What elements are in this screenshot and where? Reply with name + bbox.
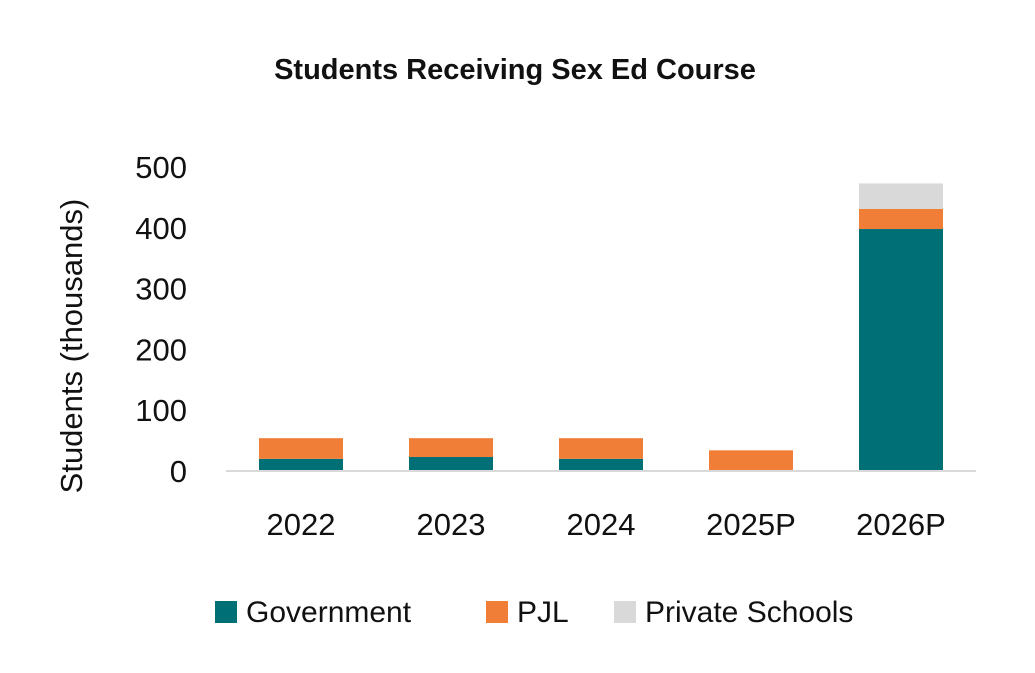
x-axis-ticks: 2022 2023 2024 2025P 2026P [267,507,946,542]
x-tick-label: 2026P [856,507,946,542]
bars [259,183,943,471]
legend-swatch-government [215,601,237,623]
bar-government-2024 [559,458,643,471]
legend-label-private-schools: Private Schools [645,596,853,629]
bar-pjl-2023 [409,438,493,458]
bar-pjl-2025p [709,450,793,471]
bar-pjl-2024 [559,438,643,459]
bar-government-2026p [859,229,943,471]
legend-swatch-pjl [486,601,508,623]
bar-government-2023 [409,457,493,471]
y-axis-title: Students (thousands) [54,199,89,494]
y-tick-label: 500 [135,150,187,185]
bar-private-schools-2026p [859,183,943,209]
legend-label-pjl: PJL [517,596,569,629]
x-tick-label: 2025P [706,507,796,542]
bar-government-2022 [259,458,343,471]
bar-pjl-2022 [259,438,343,459]
legend-swatch-private-schools [614,601,636,623]
y-axis-ticks: 0 100 200 300 400 500 [135,150,187,489]
chart-title: Students Receiving Sex Ed Course [274,54,756,86]
legend-label-government: Government [246,596,412,629]
x-tick-label: 2023 [417,507,486,542]
y-tick-label: 400 [135,211,187,246]
x-tick-label: 2022 [267,507,336,542]
y-tick-label: 0 [170,454,187,489]
bar-pjl-2026p [859,208,943,230]
y-tick-label: 300 [135,272,187,307]
legend: Government PJL Private Schools [215,596,853,629]
y-tick-label: 100 [135,393,187,428]
x-tick-label: 2024 [567,507,636,542]
y-tick-label: 200 [135,332,187,367]
